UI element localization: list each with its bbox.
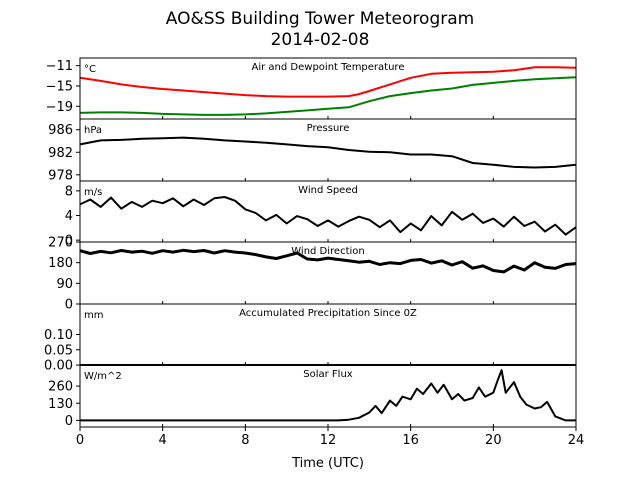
y-tick-label: 0 [65, 414, 73, 429]
panel-4: 270 180 90 0 Wind Direction [48, 236, 577, 313]
panel-title: Wind Direction [291, 246, 365, 257]
panel-5: 0.100.050.00 mm Accumulated Precipitation … [44, 303, 577, 374]
y-tick-label: −19 [46, 100, 73, 115]
y-tick-label: 0.05 [44, 343, 73, 358]
panel-unit: mm [84, 310, 103, 321]
y-tick-label: 180 [48, 256, 73, 271]
y-tick-label: 4 [65, 209, 73, 224]
y-tick-label: 986 [48, 123, 73, 138]
x-tick-label: 16 [402, 433, 419, 448]
series-line-pressure [79, 136, 577, 169]
panel-3: 8 4 0 m/s Wind Speed [65, 180, 577, 249]
panel-unit: W/m^2 [84, 371, 122, 382]
panel-title: Accumulated Precipitation Since 0Z [239, 308, 417, 319]
y-tick-label: 982 [48, 146, 73, 161]
series-line-solar-flux [80, 369, 576, 422]
series-line-air-temperature [79, 66, 577, 98]
x-axis-label: Time (UTC) [291, 456, 364, 471]
x-tick-label: 8 [241, 433, 249, 448]
panel-1: −11 −15 −19 °C Air and Dewpoint Temperature [46, 57, 577, 120]
y-tick-label: 90 [56, 277, 73, 292]
figure-date: 2014-02-08 [271, 30, 370, 50]
x-tick-label: 12 [320, 433, 337, 448]
series-line-dewpoint-temperature [79, 76, 577, 116]
x-tick-label: 4 [159, 433, 167, 448]
y-tick-label: 0 [65, 298, 73, 313]
y-tick-label: 0.10 [44, 328, 73, 343]
panel-6: 260 130 0 W/m^2 Solar Flux [48, 364, 577, 429]
panel-title: Solar Flux [303, 369, 353, 380]
panels: −11 −15 −19 °C Air and Dewpoint Temperature 9… [44, 57, 585, 448]
x-tick-label: 0 [76, 433, 84, 448]
panel-title: Wind Speed [298, 185, 358, 196]
panel-unit: m/s [84, 187, 102, 198]
panel-unit: °C [84, 64, 96, 75]
series-line-wind-direction [79, 248, 577, 274]
y-tick-label: 260 [48, 380, 73, 395]
y-tick-label: 130 [48, 397, 73, 412]
panel-title: Pressure [307, 123, 350, 134]
y-tick-label: −11 [46, 59, 73, 74]
panel-title: Air and Dewpoint Temperature [252, 62, 405, 73]
figure-title: AO&SS Building Tower Meteorogram [166, 9, 474, 29]
y-tick-label: 978 [48, 168, 73, 183]
x-tick-label: 24 [568, 433, 585, 448]
panel-2: 986 982 978 hPa Pressure [48, 118, 577, 183]
y-tick-label: −15 [46, 79, 73, 94]
y-tick-label: 0 [65, 234, 73, 249]
series-line-wind-speed [79, 196, 577, 236]
panel-unit: hPa [84, 125, 102, 136]
y-tick-label: 8 [65, 184, 73, 199]
y-tick-label: 270 [48, 236, 73, 251]
y-tick-label: 0.00 [44, 359, 73, 374]
x-tick-label: 20 [485, 433, 502, 448]
